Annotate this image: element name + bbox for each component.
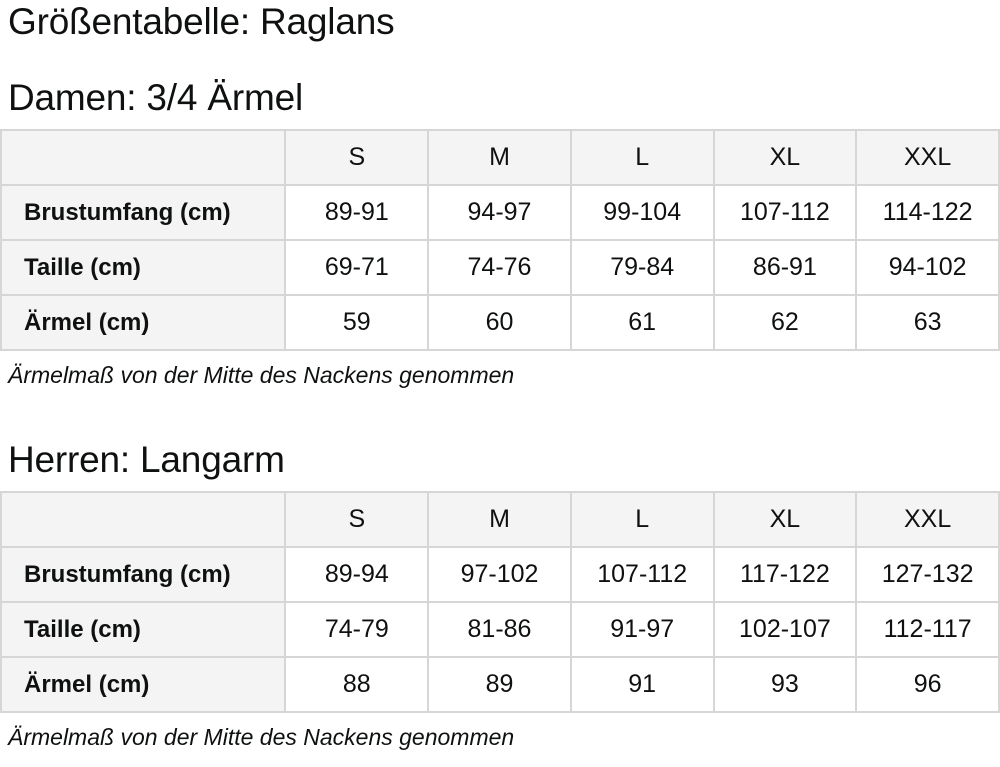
row-label: Brustumfang (cm) <box>0 546 287 603</box>
size-value-cell: 114-122 <box>855 184 1000 241</box>
size-value-cell: 62 <box>712 294 858 351</box>
column-header-s: S <box>284 491 430 548</box>
table-corner-cell <box>0 491 287 548</box>
table-row: Ärmel (cm) 59 60 61 62 63 <box>0 294 1000 351</box>
size-value-cell: 107-112 <box>712 184 858 241</box>
size-value-cell: 97-102 <box>427 546 572 603</box>
size-value-cell: 99-104 <box>569 184 715 241</box>
section-heading: Herren: Langarm <box>8 439 285 480</box>
table-row: Brustumfang (cm) 89-94 97-102 107-112 117-12… <box>0 546 1000 603</box>
row-label: Ärmel (cm) <box>0 294 287 351</box>
size-table: S M L XL XXL Brustumfang (cm) 89-94 97-102 107-… <box>0 491 1000 713</box>
table-row: Ärmel (cm) 88 89 91 93 96 <box>0 656 1000 713</box>
size-value-cell: 81-86 <box>427 601 572 658</box>
table-header-row: S M L XL XXL <box>0 491 1000 548</box>
table-body: Brustumfang (cm) 89-94 97-102 107-112 117-12… <box>0 546 1000 713</box>
size-chart-section: Damen: 3/4 Ärmel S M L XL XXL Brustumfang (c… <box>0 77 1000 389</box>
size-value-cell: 74-76 <box>427 239 572 296</box>
page-title: Größentabelle: Raglans <box>8 1 395 42</box>
table-body: Brustumfang (cm) 89-91 94-97 99-104 107-112 1… <box>0 184 1000 351</box>
column-header-m: M <box>427 129 572 186</box>
size-chart-section: Herren: Langarm S M L XL XXL Brustumfang (cm… <box>0 439 1000 751</box>
table-note: Ärmelmaß von der Mitte des Nackens genom… <box>8 362 515 388</box>
size-value-cell: 93 <box>712 656 858 713</box>
row-label: Brustumfang (cm) <box>0 184 287 241</box>
row-label: Taille (cm) <box>0 239 287 296</box>
column-header-s: S <box>284 129 430 186</box>
size-table: S M L XL XXL Brustumfang (cm) 89-91 94-97 99-10… <box>0 129 1000 351</box>
column-header-xl: XL <box>712 491 858 548</box>
size-value-cell: 117-122 <box>712 546 858 603</box>
size-value-cell: 63 <box>855 294 1000 351</box>
table-header-row: S M L XL XXL <box>0 129 1000 186</box>
size-value-cell: 107-112 <box>569 546 715 603</box>
table-note: Ärmelmaß von der Mitte des Nackens genom… <box>8 724 515 750</box>
size-value-cell: 69-71 <box>284 239 430 296</box>
row-label: Taille (cm) <box>0 601 287 658</box>
size-value-cell: 94-102 <box>855 239 1000 296</box>
size-value-cell: 79-84 <box>569 239 715 296</box>
table-row: Brustumfang (cm) 89-91 94-97 99-104 107-112 1… <box>0 184 1000 241</box>
column-header-xl: XL <box>712 129 858 186</box>
row-label: Ärmel (cm) <box>0 656 287 713</box>
size-value-cell: 88 <box>284 656 430 713</box>
column-header-l: L <box>569 491 715 548</box>
size-value-cell: 94-97 <box>427 184 572 241</box>
column-header-l: L <box>569 129 715 186</box>
size-value-cell: 96 <box>855 656 1000 713</box>
size-value-cell: 102-107 <box>712 601 858 658</box>
column-header-xxl: XXL <box>855 491 1000 548</box>
size-value-cell: 60 <box>427 294 572 351</box>
table-corner-cell <box>0 129 287 186</box>
size-value-cell: 86-91 <box>712 239 858 296</box>
table-row: Taille (cm) 69-71 74-76 79-84 86-91 94-102 <box>0 239 1000 296</box>
section-heading: Damen: 3/4 Ärmel <box>8 77 303 118</box>
table-row: Taille (cm) 74-79 81-86 91-97 102-107 112-117 <box>0 601 1000 658</box>
column-header-m: M <box>427 491 572 548</box>
size-value-cell: 61 <box>569 294 715 351</box>
column-header-xxl: XXL <box>855 129 1000 186</box>
size-chart-page: Größentabelle: Raglans Damen: 3/4 Ärmel … <box>0 1 1000 751</box>
size-value-cell: 127-132 <box>855 546 1000 603</box>
sections-container: Damen: 3/4 Ärmel S M L XL XXL Brustumfang (c… <box>0 77 1000 751</box>
size-value-cell: 89 <box>427 656 572 713</box>
size-value-cell: 91-97 <box>569 601 715 658</box>
size-value-cell: 89-94 <box>284 546 430 603</box>
size-value-cell: 91 <box>569 656 715 713</box>
size-value-cell: 89-91 <box>284 184 430 241</box>
size-value-cell: 112-117 <box>855 601 1000 658</box>
size-value-cell: 59 <box>284 294 430 351</box>
size-value-cell: 74-79 <box>284 601 430 658</box>
